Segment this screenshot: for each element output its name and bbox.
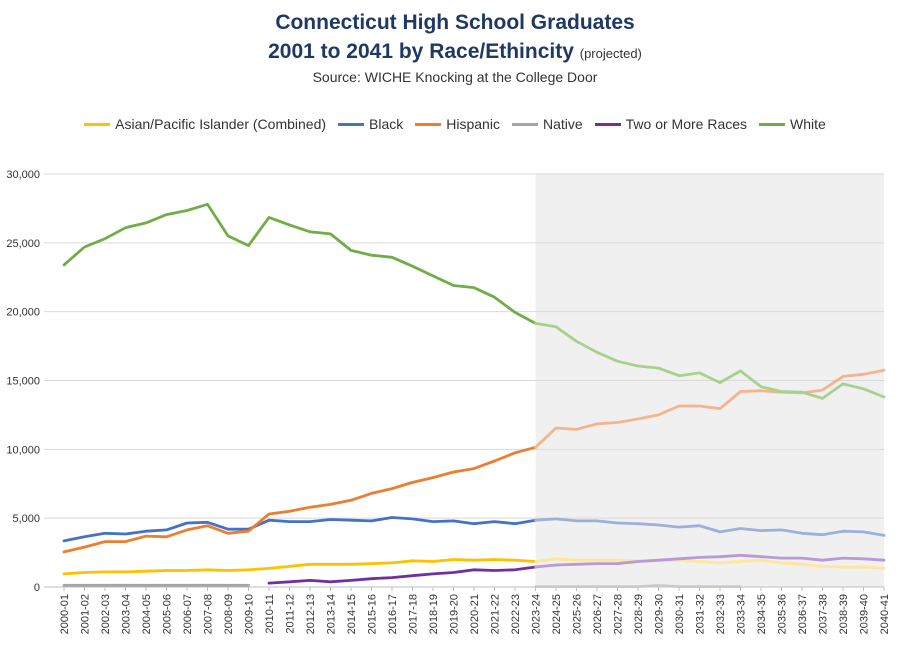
legend-item-black: Black [338,116,403,132]
x-tick-label: 2002-03 [100,594,112,634]
legend-label: Hispanic [446,116,500,132]
legend-swatch [338,122,365,126]
x-tick-label: 2000-01 [59,594,71,634]
series-line-projected-native [534,584,742,588]
x-tick-label: 2013-14 [326,594,338,634]
chart-title-block: Connecticut High School Graduates 2001 t… [0,8,910,86]
chart-subtitle-main: 2001 to 2041 by Race/Ethincity [268,40,574,63]
series-line-white [62,202,537,325]
x-tick-label: 2031-32 [695,594,707,634]
x-tick-label: 2023-24 [531,594,543,634]
y-tick-label: 5,000 [12,513,40,525]
legend-item-native: Native [511,116,583,132]
legend-label: Black [369,116,404,132]
x-tick-label: 2004-05 [141,594,153,634]
legend-swatch [759,122,786,126]
chart-legend: Asian/Pacific Islander (Combined) Black Hi… [0,116,910,132]
x-tick-label: 2014-15 [346,594,358,634]
series-line-hispanic [62,445,537,554]
series-line-asian-pacific-islander-combined [62,558,537,576]
x-tick-label: 2006-07 [182,594,194,634]
x-tick-label: 2022-23 [510,594,522,634]
x-tick-label: 2030-31 [674,594,686,634]
x-tick-label: 2012-13 [305,594,317,634]
series-line-black [62,516,537,543]
legend-swatch [84,122,111,126]
x-tick-label: 2035-36 [777,594,789,634]
series-line-projected-two-or-more-races [534,553,886,569]
y-tick-label: 20,000 [6,307,40,319]
x-tick-label: 2015-16 [367,594,379,634]
x-tick-label: 2007-08 [203,594,215,634]
legend-label: Native [542,116,583,132]
x-tick-label: 2026-27 [592,594,604,634]
y-tick-label: 0 [34,582,40,594]
series-line-projected-black [534,517,886,537]
legend-item-hispanic: Hispanic [415,116,500,132]
x-tick-label: 2029-30 [654,594,666,634]
x-tick-label: 2033-34 [736,594,748,634]
legend-item-two-or-more-races: Two or More Races [594,116,748,132]
x-tick-label: 2039-40 [859,594,871,634]
series-line-projected-asian-pacific-islander-combined [534,557,886,570]
series-line-projected-hispanic [534,368,886,449]
series-line-projected-white [534,322,886,400]
legend-swatch [415,122,442,126]
chart-source: Source: WICHE Knocking at the College Do… [312,69,598,85]
x-tick-label: 2025-26 [572,594,584,634]
legend-label: Two or More Races [625,116,748,132]
x-tick-label: 2010-11 [264,594,276,634]
legend-swatch [594,122,621,126]
x-tick-label: 2008-09 [223,594,235,634]
series-line-two-or-more-races [267,565,537,585]
legend-swatch [511,122,538,126]
x-tick-label: 2028-29 [633,594,645,634]
y-tick-label: 30,000 [6,169,40,181]
x-tick-label: 2040-41 [879,594,891,634]
x-tick-label: 2011-12 [285,594,297,634]
x-tick-label: 2038-39 [838,594,850,634]
legend-label: White [790,116,826,132]
x-tick-label: 2018-19 [428,594,440,634]
x-tick-label: 2024-25 [551,594,563,634]
x-tick-label: 2034-35 [756,594,768,634]
legend-item-asian-pacific-islander-combined: Asian/Pacific Islander (Combined) [84,116,326,132]
chart-title: Connecticut High School Graduates [275,11,635,34]
x-tick-label: 2020-21 [469,594,481,634]
x-tick-label: 2003-04 [121,594,133,634]
x-tick-label: 2032-33 [715,594,727,634]
x-tick-label: 2009-10 [244,594,256,634]
x-tick-label: 2037-38 [818,594,830,634]
legend-item-white: White [759,116,826,132]
x-tick-label: 2036-37 [797,594,809,634]
x-tick-label: 2001-02 [80,594,92,634]
series-line-native [64,585,536,586]
x-tick-label: 2027-28 [613,594,625,634]
x-tick-label: 2021-22 [490,594,502,634]
legend-label: Asian/Pacific Islander (Combined) [115,116,327,132]
x-tick-label: 2017-18 [408,594,420,634]
x-tick-label: 2005-06 [162,594,174,634]
y-tick-label: 10,000 [6,444,40,456]
y-tick-label: 15,000 [6,376,40,388]
chart-subtitle: 2001 to 2041 by Race/Ethincity (projecte… [0,37,910,68]
x-tick-label: 2016-17 [387,594,399,634]
y-tick-label: 25,000 [6,238,40,250]
chart-title-note: (projected) [579,46,642,61]
x-tick-label: 2019-20 [449,594,461,634]
